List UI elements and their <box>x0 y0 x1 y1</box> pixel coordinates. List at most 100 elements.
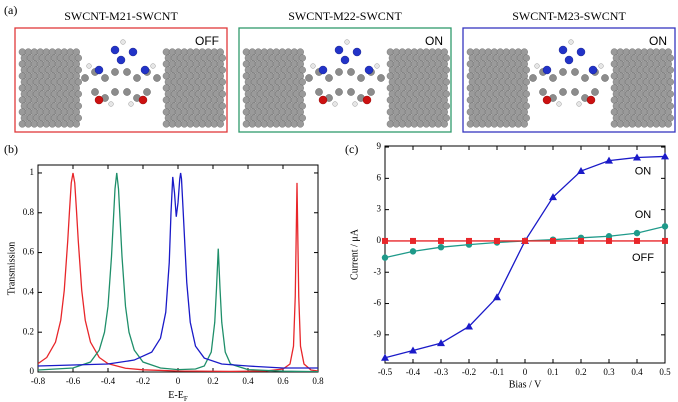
atom <box>630 78 638 86</box>
atom <box>622 120 630 128</box>
atom <box>400 78 408 86</box>
atom <box>474 102 482 110</box>
atom <box>298 90 306 98</box>
atom <box>62 102 70 110</box>
atom <box>646 108 654 116</box>
atom <box>504 102 512 110</box>
atom <box>62 90 70 98</box>
atom <box>648 66 656 74</box>
atom <box>278 120 286 128</box>
atom <box>564 55 574 65</box>
atom <box>654 54 662 62</box>
atom <box>394 90 402 98</box>
marker <box>438 237 444 244</box>
atom <box>622 72 630 80</box>
atom <box>428 60 436 68</box>
atom <box>38 66 46 74</box>
atom <box>274 102 282 110</box>
atom <box>56 114 64 122</box>
atom <box>622 96 630 104</box>
atom <box>442 90 450 98</box>
atom <box>516 102 524 110</box>
atom <box>410 120 418 128</box>
atom <box>174 120 182 128</box>
atom <box>18 120 26 128</box>
atom <box>510 90 518 98</box>
atom <box>634 48 642 56</box>
atom <box>164 90 172 98</box>
atom <box>248 96 256 104</box>
atom <box>616 84 624 92</box>
atom <box>374 63 380 69</box>
atom <box>162 96 170 104</box>
atom <box>56 78 64 86</box>
atom <box>260 108 268 116</box>
atom <box>510 114 518 122</box>
atom <box>292 90 300 98</box>
atom <box>168 120 176 128</box>
atom <box>520 60 528 68</box>
atom <box>628 72 636 80</box>
atom <box>556 101 562 107</box>
atom <box>292 66 300 74</box>
marker <box>381 353 389 361</box>
atom <box>192 96 200 104</box>
atom <box>498 54 506 62</box>
marker <box>550 237 556 244</box>
atom <box>664 120 672 128</box>
atom <box>610 108 618 116</box>
atom <box>400 102 408 110</box>
marker <box>577 167 585 175</box>
atom <box>652 48 660 56</box>
atom <box>634 108 642 116</box>
atom <box>94 95 104 105</box>
atom <box>434 108 442 116</box>
atom <box>394 54 402 62</box>
atom <box>168 48 176 56</box>
atom <box>496 108 504 116</box>
atom <box>204 120 212 128</box>
atom <box>406 114 414 122</box>
atom <box>660 102 668 110</box>
atom <box>108 101 114 107</box>
atom <box>478 48 486 56</box>
atom <box>502 48 510 56</box>
atom <box>18 60 26 68</box>
atom <box>72 72 80 80</box>
atom <box>290 96 298 104</box>
atom <box>618 102 626 110</box>
atom <box>648 114 656 122</box>
atom <box>218 54 226 62</box>
x-tick-label: -0.6 <box>66 376 81 386</box>
atom <box>74 78 82 86</box>
marker <box>465 322 473 330</box>
atom <box>404 48 412 56</box>
atom <box>588 65 598 75</box>
atom <box>392 120 400 128</box>
atom <box>357 74 365 82</box>
atom <box>192 72 200 80</box>
atom <box>652 60 660 68</box>
atom <box>54 120 62 128</box>
state-label: ON <box>425 34 443 48</box>
atom <box>424 78 432 86</box>
x-tick-label: -0.1 <box>490 367 504 377</box>
atom <box>646 96 654 104</box>
atom <box>266 96 274 104</box>
atom <box>292 102 300 110</box>
atom <box>66 72 74 80</box>
atom <box>504 78 512 86</box>
y-tick-label: 6 <box>377 172 382 182</box>
atom <box>362 95 372 105</box>
atom <box>516 114 524 122</box>
atom <box>280 78 288 86</box>
atom <box>186 48 194 56</box>
atom <box>646 84 654 92</box>
atom <box>388 66 396 74</box>
atom <box>170 66 178 74</box>
atom <box>91 88 99 96</box>
atom <box>38 114 46 122</box>
atom <box>404 72 412 80</box>
panel-title: SWCNT-M23-SWCNT <box>512 9 626 23</box>
atom <box>68 54 76 62</box>
